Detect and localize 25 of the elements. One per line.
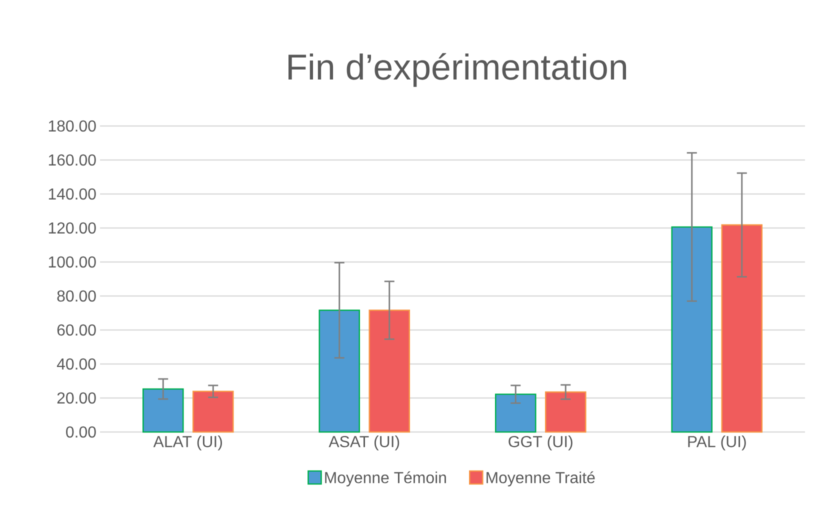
x-tick-label: GGT (UI) <box>508 436 572 450</box>
y-tick-label: 180.00 <box>48 120 96 132</box>
y-tick-label: 80.00 <box>57 290 96 302</box>
bar <box>721 224 763 433</box>
x-tick-label: PAL (UI) <box>688 436 746 450</box>
bar <box>544 391 586 433</box>
bar <box>671 226 713 433</box>
x-tick-label: ALAT (UI) <box>153 436 222 450</box>
y-tick-label: 40.00 <box>56 358 96 370</box>
y-tick-label: 20.00 <box>57 392 96 404</box>
bar <box>368 310 410 433</box>
x-tick-label: ASAT (UI) <box>328 436 400 450</box>
bar <box>192 390 234 433</box>
legend-label: Moyenne Traité <box>486 471 595 486</box>
y-tick-label: 0.00 <box>66 426 96 438</box>
y-tick-label: 100.00 <box>48 256 96 268</box>
bar <box>318 310 360 433</box>
y-tick-label: 120.00 <box>48 222 96 234</box>
chart-title: Fin d’expérimentation <box>288 53 626 87</box>
bar <box>494 394 536 433</box>
y-tick-label: 160.00 <box>48 154 96 166</box>
y-tick-label: 60.00 <box>57 324 96 336</box>
bar <box>142 388 184 433</box>
legend-label: Moyenne Témoin <box>325 471 446 486</box>
y-tick-label: 140.00 <box>48 188 96 200</box>
